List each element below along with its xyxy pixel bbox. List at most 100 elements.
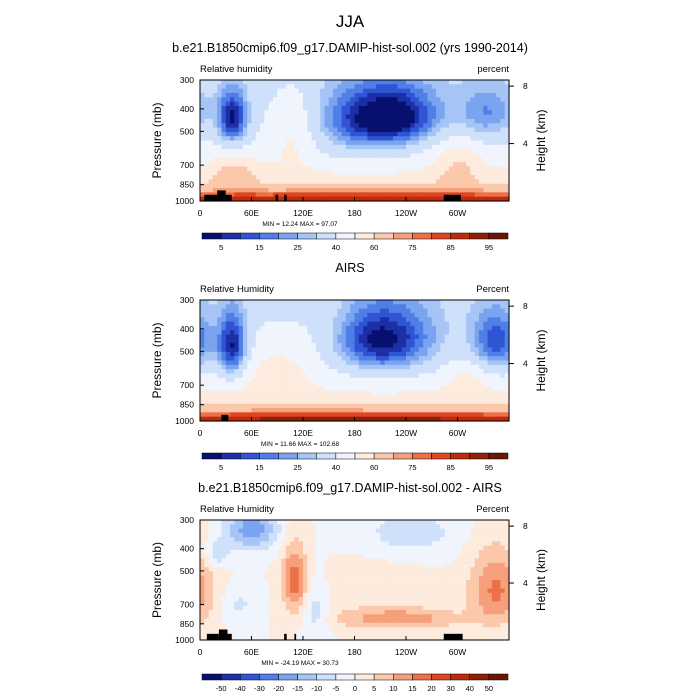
heatmap-cell [466, 105, 471, 111]
heatmap-cell [380, 373, 386, 379]
heatmap-cell [496, 157, 502, 163]
heatmap-cell [453, 105, 459, 111]
heatmap-cell [272, 550, 278, 555]
heatmap-cell [406, 118, 411, 124]
heatmap-cell [500, 192, 506, 198]
heatmap-cell [303, 105, 308, 111]
heatmap-cell [448, 347, 454, 353]
heatmap-cell [294, 412, 300, 418]
heatmap-cell [375, 562, 381, 568]
heatmap-cell [427, 123, 433, 129]
heatmap-cell [375, 149, 381, 155]
heatmap-cell [242, 403, 248, 409]
heatmap-cell [238, 377, 244, 383]
heatmap-cell [260, 386, 265, 392]
heatmap-cell [337, 118, 343, 124]
heatmap-cell [483, 101, 489, 107]
heatmap-cell [470, 395, 476, 400]
heatmap-cell [500, 131, 506, 137]
heatmap-cell [268, 550, 274, 555]
heatmap-cell [350, 175, 356, 180]
heatmap-cell [238, 123, 244, 129]
heatmap-cell [487, 308, 493, 314]
heatmap-cell [380, 386, 386, 392]
heatmap-cell [380, 554, 386, 560]
heatmap-cell [474, 170, 480, 176]
heatmap-cell [418, 175, 424, 180]
heatmap-cell [487, 382, 493, 388]
heatmap-cell [333, 175, 338, 180]
heatmap-cell [242, 304, 248, 310]
heatmap-cell [478, 140, 484, 146]
heatmap-cell [406, 110, 411, 116]
heatmap-cell [491, 545, 497, 551]
heatmap-cell [212, 562, 218, 568]
heatmap-cell [384, 408, 390, 413]
heatmap-cell [200, 347, 205, 353]
heatmap-cell [221, 84, 227, 90]
heatmap-cell [423, 325, 429, 331]
heatmap-cell [350, 317, 356, 323]
heatmap-cell [448, 321, 454, 327]
heatmap-cell [320, 84, 326, 90]
heatmap-cell [294, 524, 300, 530]
heatmap-cell [491, 300, 497, 305]
heatmap-cell [204, 369, 210, 375]
heatmap-cell [328, 520, 334, 525]
heatmap-cell [217, 369, 223, 375]
heatmap-cell [234, 157, 240, 163]
heatmap-cell [290, 364, 296, 370]
heatmap-cell [375, 403, 381, 409]
heatmap-cell [444, 136, 450, 142]
heatmap-cell [333, 179, 338, 185]
heatmap-cell [303, 153, 308, 159]
heatmap-cell [242, 528, 248, 534]
heatmap-cell [272, 386, 278, 392]
heatmap-cell [272, 80, 278, 85]
heatmap-cell [466, 550, 471, 555]
heatmap-cell [294, 312, 300, 318]
heatmap-cell [272, 373, 278, 379]
heatmap-cell [418, 88, 424, 94]
heatmap-cell [281, 403, 287, 409]
heatmap-cell [474, 537, 480, 543]
heatmap-cell [418, 369, 424, 375]
heatmap-cell [238, 304, 244, 310]
heatmap-cell [440, 144, 446, 150]
heatmap-cell [212, 399, 218, 405]
heatmap-cell [461, 360, 467, 366]
heatmap-cell [298, 196, 304, 202]
heatmap-cell [436, 300, 441, 305]
heatmap-cell [225, 304, 231, 310]
heatmap-cell [341, 192, 347, 198]
heatmap-cell [290, 110, 296, 116]
heatmap-cell [200, 545, 205, 551]
heatmap-cell [448, 105, 454, 111]
heatmap-cell [200, 537, 205, 543]
heatmap-cell [324, 127, 330, 133]
heatmap-cell [303, 136, 308, 142]
heatmap-cell [401, 183, 407, 189]
heatmap-cell [277, 183, 283, 189]
heatmap-cell [230, 192, 235, 198]
heatmap-cell [260, 416, 265, 422]
heatmap-cell [294, 562, 300, 568]
heatmap-cell [418, 149, 424, 155]
heatmap-cell [204, 567, 210, 573]
heatmap-cell [483, 192, 489, 198]
heatmap-cell [290, 84, 296, 90]
heatmap-cell [418, 360, 424, 366]
heatmap-cell [444, 114, 450, 120]
heatmap-cell [341, 395, 347, 400]
heatmap-cell [496, 123, 502, 129]
heatmap-cell [393, 390, 399, 396]
heatmap-cell [448, 308, 454, 314]
heatmap-cell [371, 347, 377, 353]
heatmap-cell [393, 140, 399, 146]
heatmap-cell [363, 412, 368, 418]
heatmap-cell [414, 338, 420, 344]
heatmap-cell [311, 369, 317, 375]
heatmap-cell [350, 545, 356, 551]
heatmap-cell [311, 140, 317, 146]
heatmap-cell [461, 562, 467, 568]
